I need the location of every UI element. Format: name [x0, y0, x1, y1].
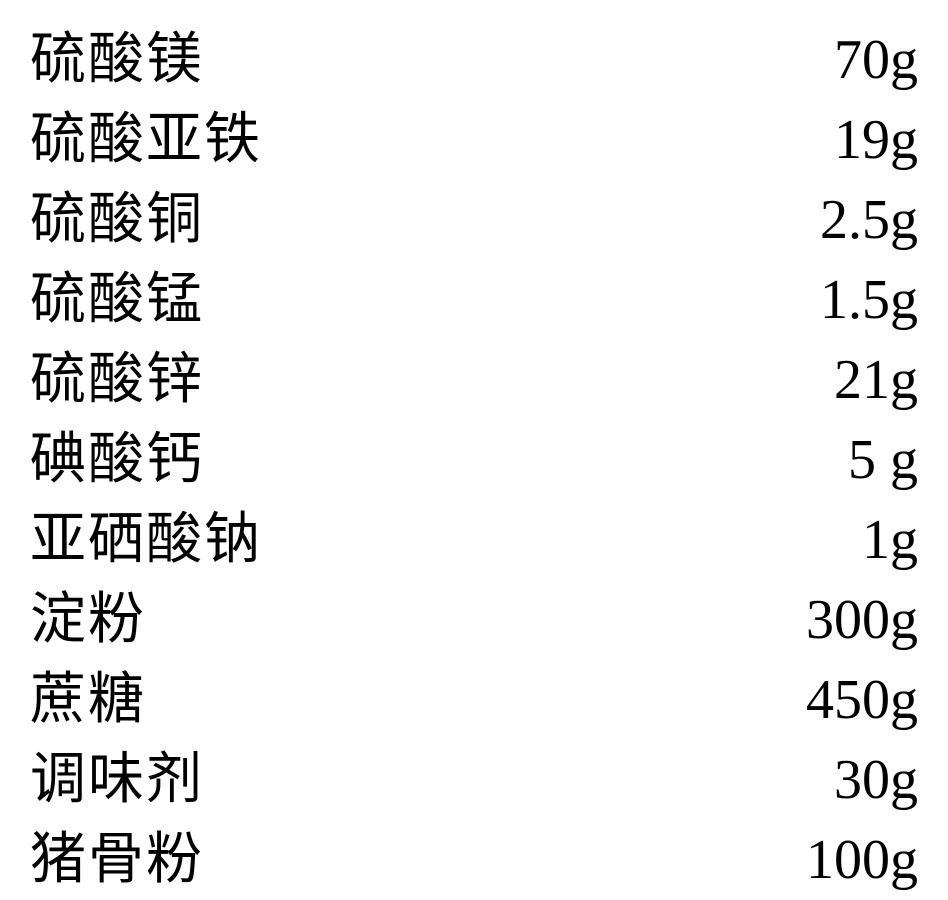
ingredient-name: 调味剂 [30, 740, 204, 820]
ingredient-row: 硫酸锰 1.5g [30, 260, 918, 340]
ingredient-name: 亚硒酸钠 [30, 500, 262, 580]
ingredient-row: 硫酸镁 70g [30, 20, 918, 100]
ingredient-row: 亚硒酸钠 1g [30, 500, 918, 580]
ingredient-amount: 1g [862, 500, 918, 580]
ingredient-amount: 5 g [848, 420, 918, 500]
ingredient-name: 硫酸镁 [30, 20, 204, 100]
ingredient-amount: 30g [834, 740, 918, 820]
ingredient-amount: 70g [834, 20, 918, 100]
ingredient-amount: 450g [806, 660, 918, 740]
ingredient-name: 碘酸钙 [30, 420, 204, 500]
ingredient-row: 碘酸钙 5 g [30, 420, 918, 500]
ingredient-name: 硫酸铜 [30, 180, 204, 260]
ingredient-amount: 21g [834, 340, 918, 420]
ingredient-row: 硫酸铜 2.5g [30, 180, 918, 260]
ingredient-name: 硫酸锰 [30, 260, 204, 340]
ingredient-row: 调味剂 30g [30, 740, 918, 820]
ingredient-amount: 2.5g [820, 180, 918, 260]
ingredient-name: 硫酸锌 [30, 340, 204, 420]
ingredient-name: 猪骨粉 [30, 820, 204, 900]
ingredient-row: 硫酸亚铁 19g [30, 100, 918, 180]
ingredient-amount: 19g [834, 100, 918, 180]
ingredient-row: 淀粉 300g [30, 580, 918, 660]
ingredient-row: 硫酸锌 21g [30, 340, 918, 420]
ingredient-name: 蔗糖 [30, 660, 146, 740]
ingredient-amount: 300g [806, 580, 918, 660]
ingredient-name: 淀粉 [30, 580, 146, 660]
ingredient-amount: 100g [806, 820, 918, 900]
ingredient-amount: 1.5g [820, 260, 918, 340]
ingredient-row: 猪骨粉 100g [30, 820, 918, 900]
ingredient-list: 硫酸镁 70g 硫酸亚铁 19g 硫酸铜 2.5g 硫酸锰 1.5g 硫酸锌 2… [30, 20, 918, 900]
ingredient-row: 蔗糖 450g [30, 660, 918, 740]
ingredient-name: 硫酸亚铁 [30, 100, 262, 180]
